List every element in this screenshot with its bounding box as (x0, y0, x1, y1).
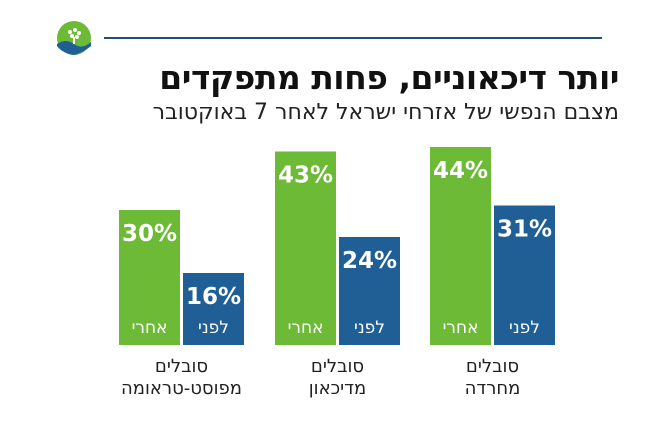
bar-period-label: לפני (198, 318, 229, 338)
bar-after-2 (119, 210, 180, 345)
category-label: מפוסט-טראומה (121, 378, 242, 399)
bar-before-1 (339, 237, 400, 345)
logo-icon (57, 21, 91, 55)
bar-period-label: אחרי (132, 318, 168, 338)
bar-value-label: 16% (186, 284, 241, 310)
bar-before-2 (183, 273, 244, 345)
bar-period-label: לפני (509, 318, 540, 338)
category-label: סובלים (311, 356, 364, 377)
bar-period-label: לפני (354, 318, 385, 338)
category-label: מחרדה (465, 378, 521, 399)
bar-value-label: 30% (122, 221, 177, 247)
bar-period-label: אחרי (443, 318, 479, 338)
bar-period-label: אחרי (288, 318, 324, 338)
category-label: סובלים (155, 356, 208, 377)
category-label: מדיכאון (309, 378, 366, 399)
category-label: סובלים (466, 356, 519, 377)
bar-after-0 (430, 147, 491, 345)
bar-value-label: 31% (497, 217, 552, 243)
header-rule (104, 37, 602, 39)
chart-title: יותר דיכאוניים, פחות מתפקדים (159, 58, 619, 97)
bar-value-label: 24% (342, 248, 397, 274)
bar-before-0 (494, 205, 555, 345)
bar-value-label: 43% (278, 163, 333, 189)
bar-after-1 (275, 151, 336, 345)
chart-subtitle: מצבם הנפשי של אזרחי ישראל לאחר 7 באוקטוב… (152, 100, 619, 125)
bar-value-label: 44% (433, 158, 488, 184)
